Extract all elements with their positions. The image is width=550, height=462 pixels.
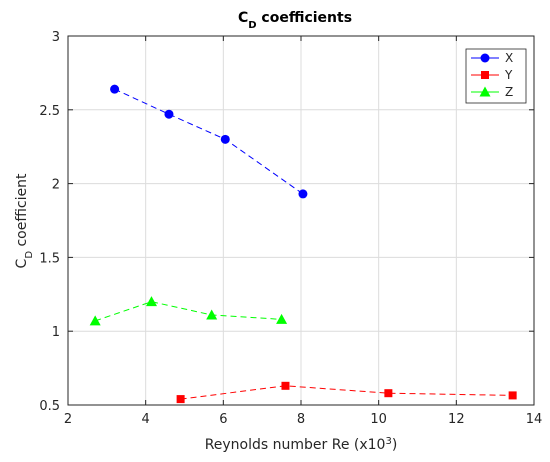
x-tick-label: 8 [297,412,305,427]
chart-title-sub: D [248,20,256,31]
x-axis-title-sup: 3 [385,436,391,447]
ticks: 2 4 6 8 10 12 14 0.5 1 1.5 2 2.5 3 [39,30,542,427]
legend-item-z: Z [471,85,513,99]
data-point-y [281,381,290,390]
series-x [110,84,308,199]
x-axis-title: Reynolds number Re (x103) [205,436,398,454]
data-point-z [89,315,101,326]
series-line-y [180,385,513,400]
chart-title-main: C [238,10,248,26]
data-point-y [384,389,393,398]
legend-marker [479,86,491,97]
x-tick-label: 6 [219,412,227,427]
data-point-x [220,134,230,144]
data-point-z [206,309,218,320]
x-tick-label: 4 [142,412,150,427]
y-axis-title-sub: D [24,251,35,259]
data-point-x [298,189,308,199]
legend: XYZ [465,48,527,104]
x-tick-label: 2 [64,412,72,427]
y-axis-title: CD coefficient [14,173,35,268]
y-tick-label: 2 [52,178,60,193]
legend-item-y: Y [471,68,513,82]
grid [67,35,535,406]
y-axis-title-rest: coefficient [14,173,30,251]
legend-marker [480,53,490,63]
series-z [89,296,288,326]
chart-title-rest: coefficients [257,10,352,26]
y-tick-label: 1 [52,325,60,340]
legend-box [465,48,527,104]
data-point-y [176,395,185,404]
legend-label: Z [505,85,513,99]
series-line-z [95,301,282,322]
series-layer [89,84,517,404]
y-tick-label: 1.5 [39,251,60,266]
x-tick-label: 12 [448,412,465,427]
series-y [176,381,517,404]
x-axis-title-rest: ) [392,437,397,453]
y-tick-label: 0.5 [39,399,60,414]
y-tick-label: 2.5 [39,104,60,119]
legend-label: Y [504,68,513,82]
series-line-x [114,88,304,195]
legend-label: X [505,51,513,65]
data-point-x [164,109,174,119]
y-tick-label: 3 [52,30,60,45]
x-tick-label: 14 [526,412,543,427]
legend-marker [481,71,489,79]
y-axis-title-main: C [14,258,30,268]
chart-title: CD coefficients [238,10,352,31]
data-point-z [145,296,157,307]
data-point-y [508,391,517,400]
x-tick-label: 10 [370,412,387,427]
legend-item-x: X [471,51,513,65]
x-axis-title-main: Reynolds number Re (x10 [205,437,386,453]
data-point-z [276,313,288,324]
data-point-x [110,84,120,94]
